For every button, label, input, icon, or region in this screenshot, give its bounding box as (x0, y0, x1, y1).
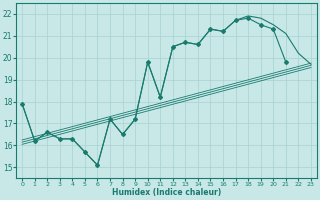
X-axis label: Humidex (Indice chaleur): Humidex (Indice chaleur) (112, 188, 221, 197)
